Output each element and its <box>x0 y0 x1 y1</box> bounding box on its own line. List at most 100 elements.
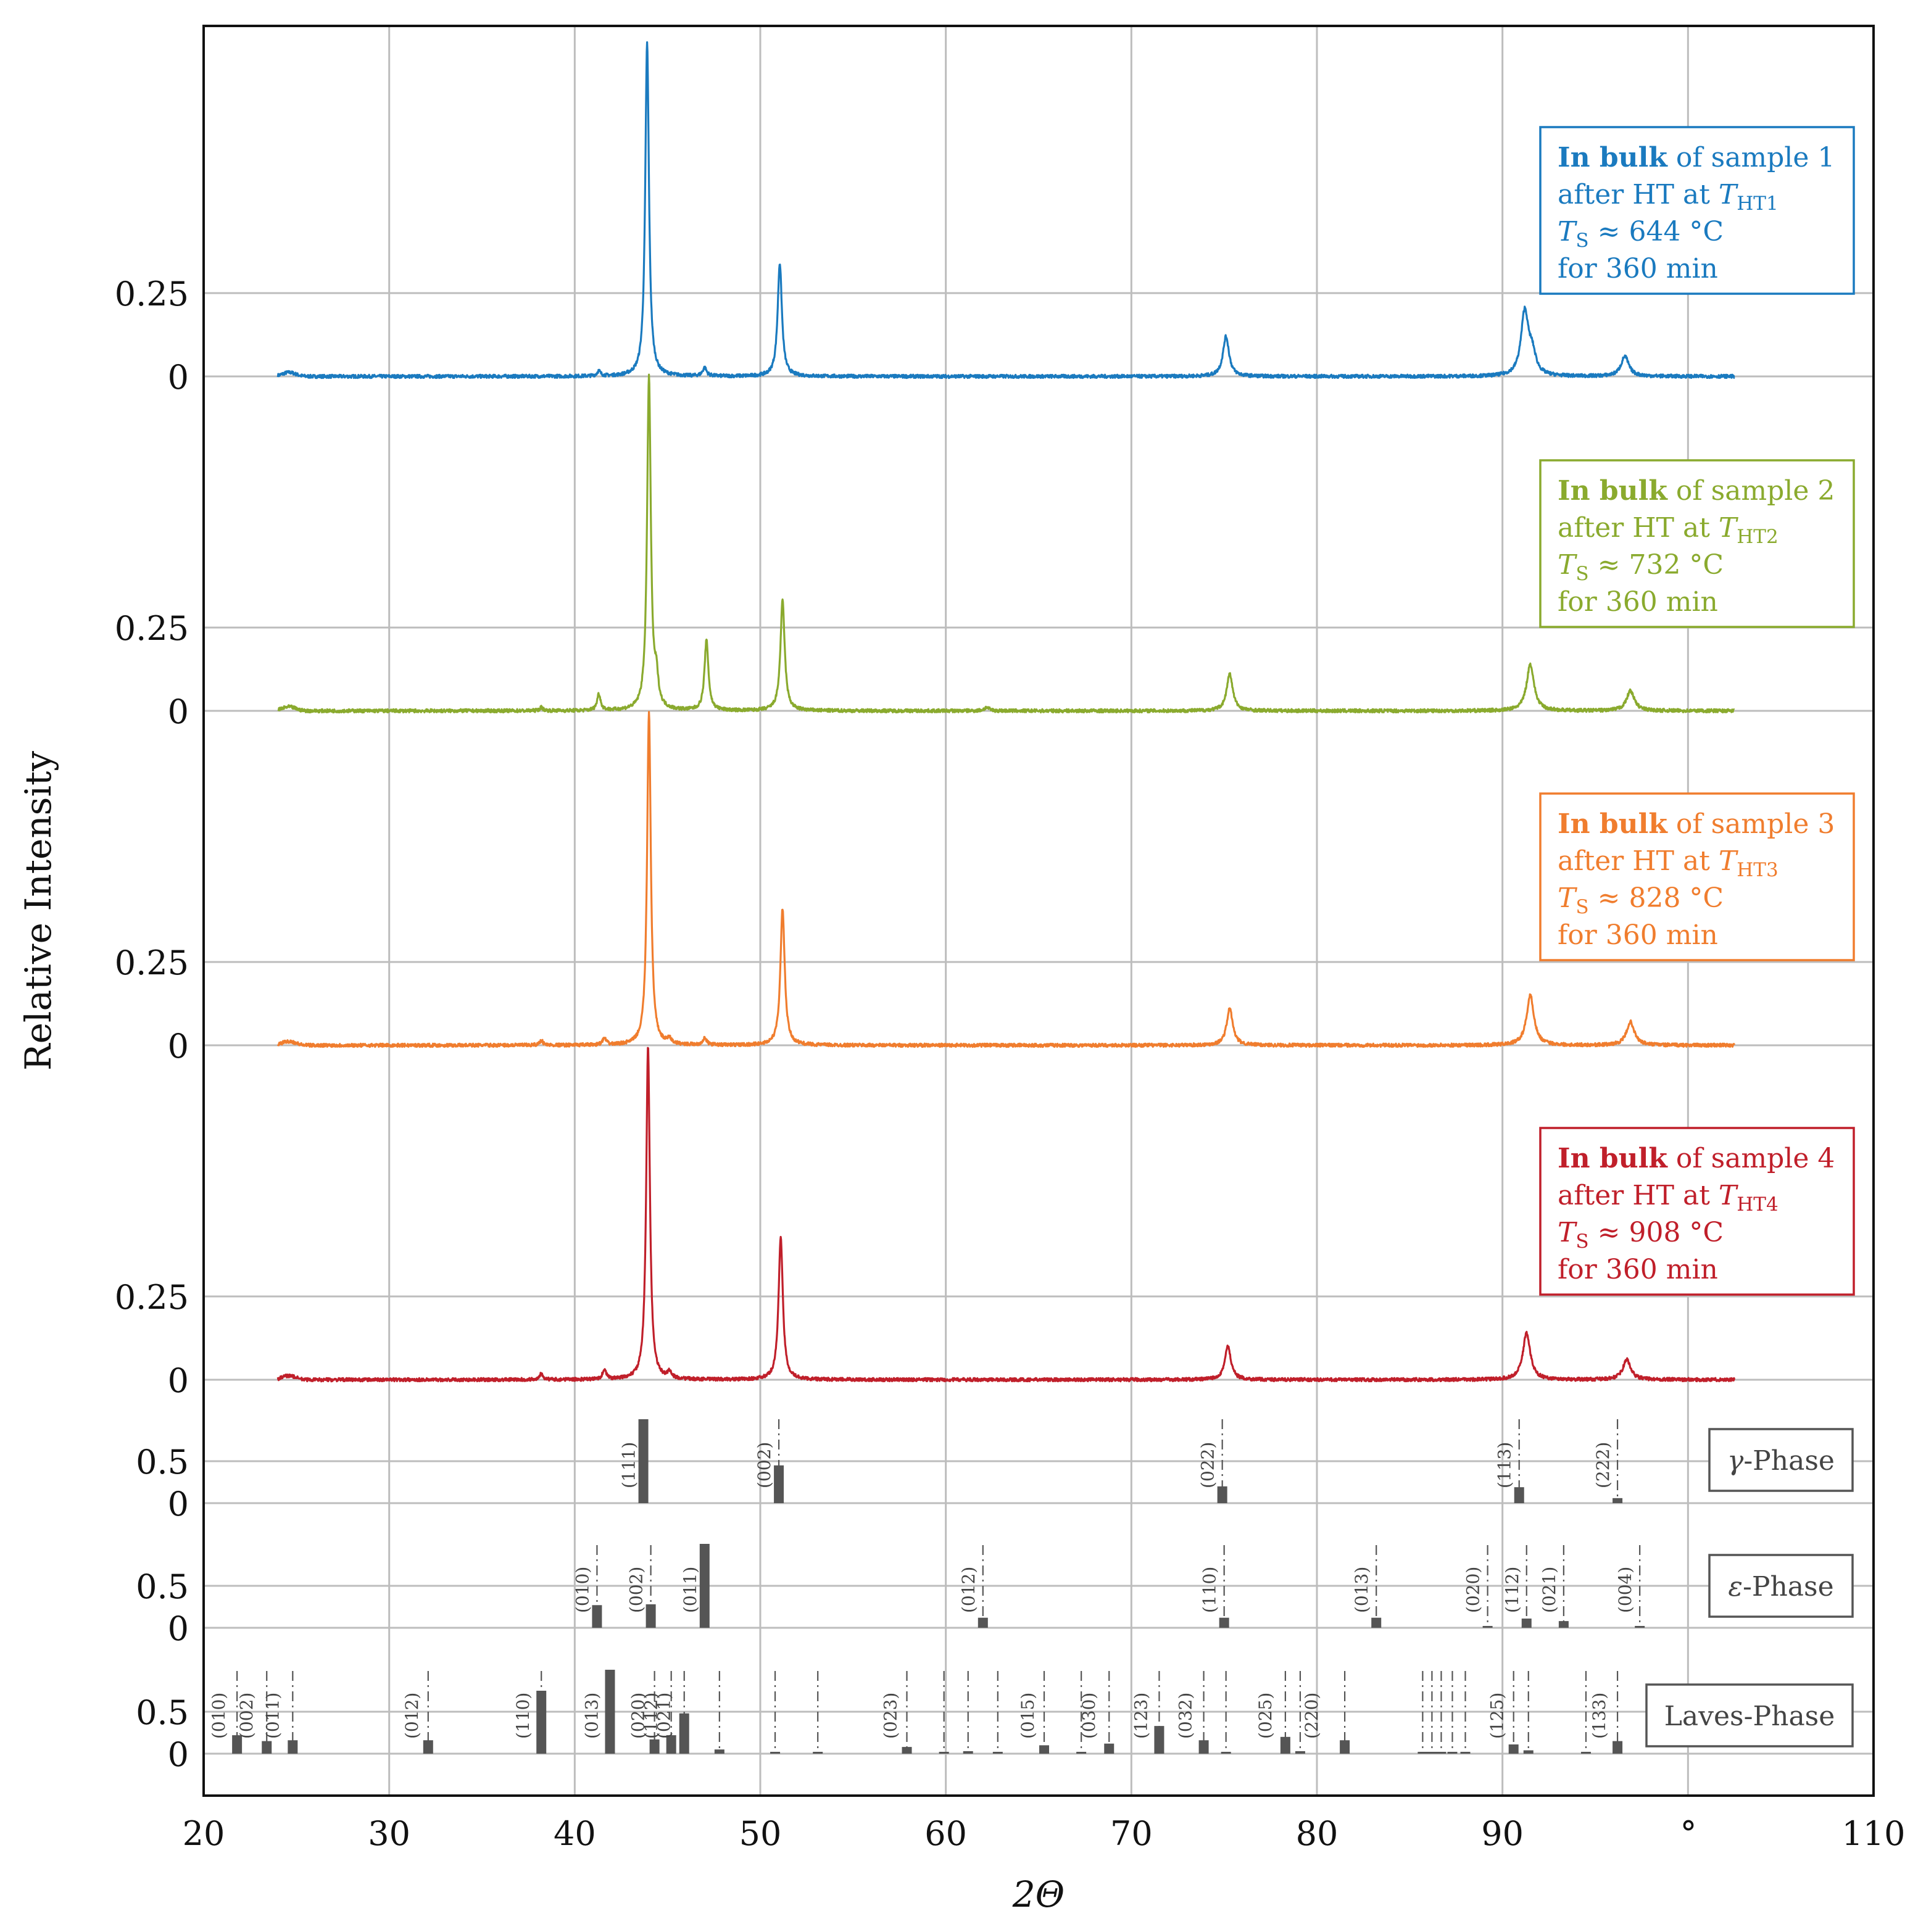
phase-bar <box>1104 1743 1115 1754</box>
phase-bar <box>262 1741 272 1754</box>
hkl-label: (110) <box>513 1693 533 1739</box>
legend-line-4: for 360 min <box>1558 586 1718 618</box>
phase-suffix: -Phase <box>1743 1445 1835 1477</box>
hkl-label: (010) <box>209 1693 229 1739</box>
phase-bar <box>423 1740 433 1754</box>
phase-panel-3: (010) (002) (011) (012) (110) (013) (020)(112)… <box>209 1670 1623 1754</box>
legend-bold: In bulk <box>1558 1143 1668 1174</box>
legend-line-1: In bulk of sample 1 <box>1558 142 1835 173</box>
legend-ht: after HT at <box>1558 845 1719 877</box>
phase-bar <box>536 1691 547 1754</box>
legend-line-4: for 360 min <box>1558 1254 1718 1285</box>
vertical-gridlines <box>388 26 1689 1796</box>
hkl-label: (013) <box>581 1693 602 1739</box>
legend-ht: after HT at <box>1558 512 1719 544</box>
phase-bar <box>288 1740 298 1754</box>
ytick-zero: 0 <box>168 1027 189 1066</box>
hkl-label: (021) <box>654 1693 675 1739</box>
legend-line-3: TS ≈ 644 °C <box>1558 216 1724 252</box>
xtick-110: 110 <box>1841 1814 1905 1853</box>
hkl-label: (004) <box>1615 1567 1635 1613</box>
phase-bar <box>1580 1752 1591 1754</box>
legend-ts-value: ≈ 908 °C <box>1589 1217 1724 1248</box>
ytick-zero: 0 <box>168 1361 189 1400</box>
legend-sample: of sample 1 <box>1667 142 1835 173</box>
xtick-40: 40 <box>554 1814 596 1853</box>
curve-sample4 <box>276 1047 1736 1383</box>
legend-line-2: after HT at THT3 <box>1558 845 1779 881</box>
phase-bar <box>939 1752 949 1754</box>
phase-bar <box>1295 1751 1305 1754</box>
phase-bar <box>1340 1740 1350 1754</box>
legend-ts-value: ≈ 732 °C <box>1589 549 1724 581</box>
phase-bar <box>1436 1752 1447 1754</box>
hkl-label: (012) <box>958 1567 979 1613</box>
phase-bar <box>679 1713 689 1754</box>
phase-ytick-zero: 0 <box>168 1485 189 1524</box>
legend-box <box>1539 792 1855 961</box>
hkl-label: (110) <box>1200 1567 1220 1613</box>
phase-bar <box>592 1605 602 1628</box>
hkl-label: (015) <box>1018 1693 1038 1739</box>
phase-bar <box>605 1670 615 1754</box>
hkl-label: (032) <box>1176 1693 1196 1739</box>
hkl-label: (012) <box>402 1693 422 1739</box>
legend-bold: In bulk <box>1558 808 1668 840</box>
phase-suffix: -Phase <box>1743 1571 1834 1602</box>
phase-bar <box>813 1752 823 1754</box>
hkl-label: (125) <box>1487 1693 1508 1739</box>
phase-ytick-zero: 0 <box>168 1609 189 1648</box>
phase-ytick-half: 0.5 <box>136 1443 189 1482</box>
legend-line-2: after HT at THT1 <box>1558 179 1779 215</box>
legend-ht-symbol: T <box>1719 1180 1739 1211</box>
phase-bar <box>1482 1626 1493 1628</box>
legend-ht-symbol: T <box>1719 512 1739 544</box>
hkl-label: (011) <box>262 1693 283 1739</box>
legend-ht-subscript: HT3 <box>1737 859 1778 881</box>
ytick-quarter: 0.25 <box>115 1278 189 1317</box>
phase-bar <box>1217 1486 1227 1503</box>
legend-bold: In bulk <box>1558 475 1668 507</box>
legend-line-4: for 360 min <box>1558 919 1718 951</box>
hkl-label: (002) <box>626 1567 647 1613</box>
phase-ytick-half: 0.5 <box>136 1567 189 1606</box>
hkl-label: (010) <box>572 1567 592 1613</box>
phase-box-1 <box>1708 1428 1854 1492</box>
phase-bar <box>666 1735 676 1754</box>
xtick-30: 30 <box>368 1814 410 1853</box>
x-unit-label: ° <box>1680 1814 1697 1853</box>
legend-bold: In bulk <box>1558 142 1668 173</box>
x-tick-labels: 20 30 40 50 60 70 80 90 110 <box>183 1814 1906 1853</box>
phase-box-2 <box>1708 1554 1854 1618</box>
phase-name: ε-Phase <box>1728 1571 1833 1602</box>
legend-ts-symbol: T <box>1558 549 1578 581</box>
hkl-label: (020) <box>628 1693 649 1739</box>
phase-reference-panels: (111) (002) (022) (113) (222)(010) (002) (011)… <box>209 1419 1645 1754</box>
hkl-label: (013) <box>1351 1567 1372 1613</box>
hkl-label: (011) <box>680 1567 700 1613</box>
legend-ts-symbol: T <box>1558 216 1578 247</box>
phase-bar <box>1076 1752 1087 1754</box>
phase-bar <box>770 1752 781 1754</box>
hkl-label: (133) <box>1589 1693 1609 1739</box>
xtick-80: 80 <box>1296 1814 1339 1853</box>
curve-sample2 <box>277 373 1735 714</box>
curve-sample3 <box>276 711 1735 1048</box>
phase-bar <box>1508 1744 1519 1754</box>
legend-ht-symbol: T <box>1719 845 1739 877</box>
legend-ht-subscript: HT4 <box>1737 1193 1778 1216</box>
legend-sample: of sample 2 <box>1667 475 1835 507</box>
spectrum-curves <box>276 41 1736 1383</box>
phase-bar <box>1221 1752 1231 1754</box>
ytick-quarter: 0.25 <box>115 943 189 982</box>
phase-bar <box>1219 1617 1229 1628</box>
phase-bar <box>1521 1619 1532 1628</box>
hkl-label: (021) <box>1539 1567 1559 1613</box>
phase-bar <box>1447 1752 1458 1754</box>
legend-ts-subscript: S <box>1575 563 1588 585</box>
phase-bar <box>1198 1740 1209 1754</box>
phase-bar <box>1460 1752 1471 1754</box>
